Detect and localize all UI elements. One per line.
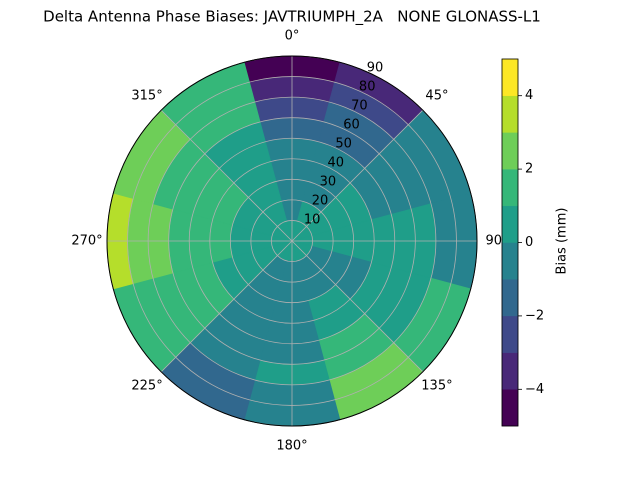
- theta-tick-label: 135°: [421, 378, 452, 393]
- colorbar-tick-label: 4: [525, 88, 533, 103]
- colorbar-tick-label: −4: [525, 382, 544, 397]
- colorbar-band: [502, 316, 518, 353]
- r-tick-label: 40: [327, 156, 344, 171]
- theta-tick-label: 180°: [276, 439, 307, 454]
- theta-tick-label: 45°: [425, 89, 448, 104]
- colorbar-band: [502, 169, 518, 206]
- theta-tick-label: 225°: [131, 378, 162, 393]
- r-tick-label: 50: [335, 137, 352, 152]
- colorbar-band: [502, 243, 518, 280]
- r-tick-label: 30: [320, 175, 337, 190]
- colorbar-band: [502, 59, 518, 96]
- grid: [107, 56, 477, 426]
- r-tick-label: 90: [367, 61, 384, 76]
- colorbar-band: [502, 96, 518, 133]
- colorbar-band: [502, 206, 518, 243]
- colorbar-band: [502, 132, 518, 169]
- colorbar-tick-label: 0: [525, 235, 533, 250]
- r-tick-label: 20: [312, 194, 329, 209]
- r-tick-label: 70: [351, 99, 368, 114]
- r-tick-label: 60: [343, 118, 360, 133]
- colorbar-band: [502, 279, 518, 316]
- r-tick-label: 80: [359, 80, 376, 95]
- theta-tick-label: 270°: [71, 234, 102, 249]
- colorbar-tick-label: 2: [525, 162, 533, 177]
- colorbar-band: [502, 353, 518, 390]
- colorbar-band: [502, 389, 518, 426]
- r-tick-label: 10: [304, 213, 321, 228]
- chart-title: Delta Antenna Phase Biases: JAVTRIUMPH_2…: [43, 8, 541, 27]
- theta-tick-label: 315°: [131, 89, 162, 104]
- theta-tick-label: 0°: [285, 29, 300, 44]
- colorbar-tick-label: −2: [525, 308, 544, 323]
- colorbar-label: Bias (mm): [555, 208, 570, 275]
- colorbar: −4 −2 0 2 4: [502, 59, 544, 426]
